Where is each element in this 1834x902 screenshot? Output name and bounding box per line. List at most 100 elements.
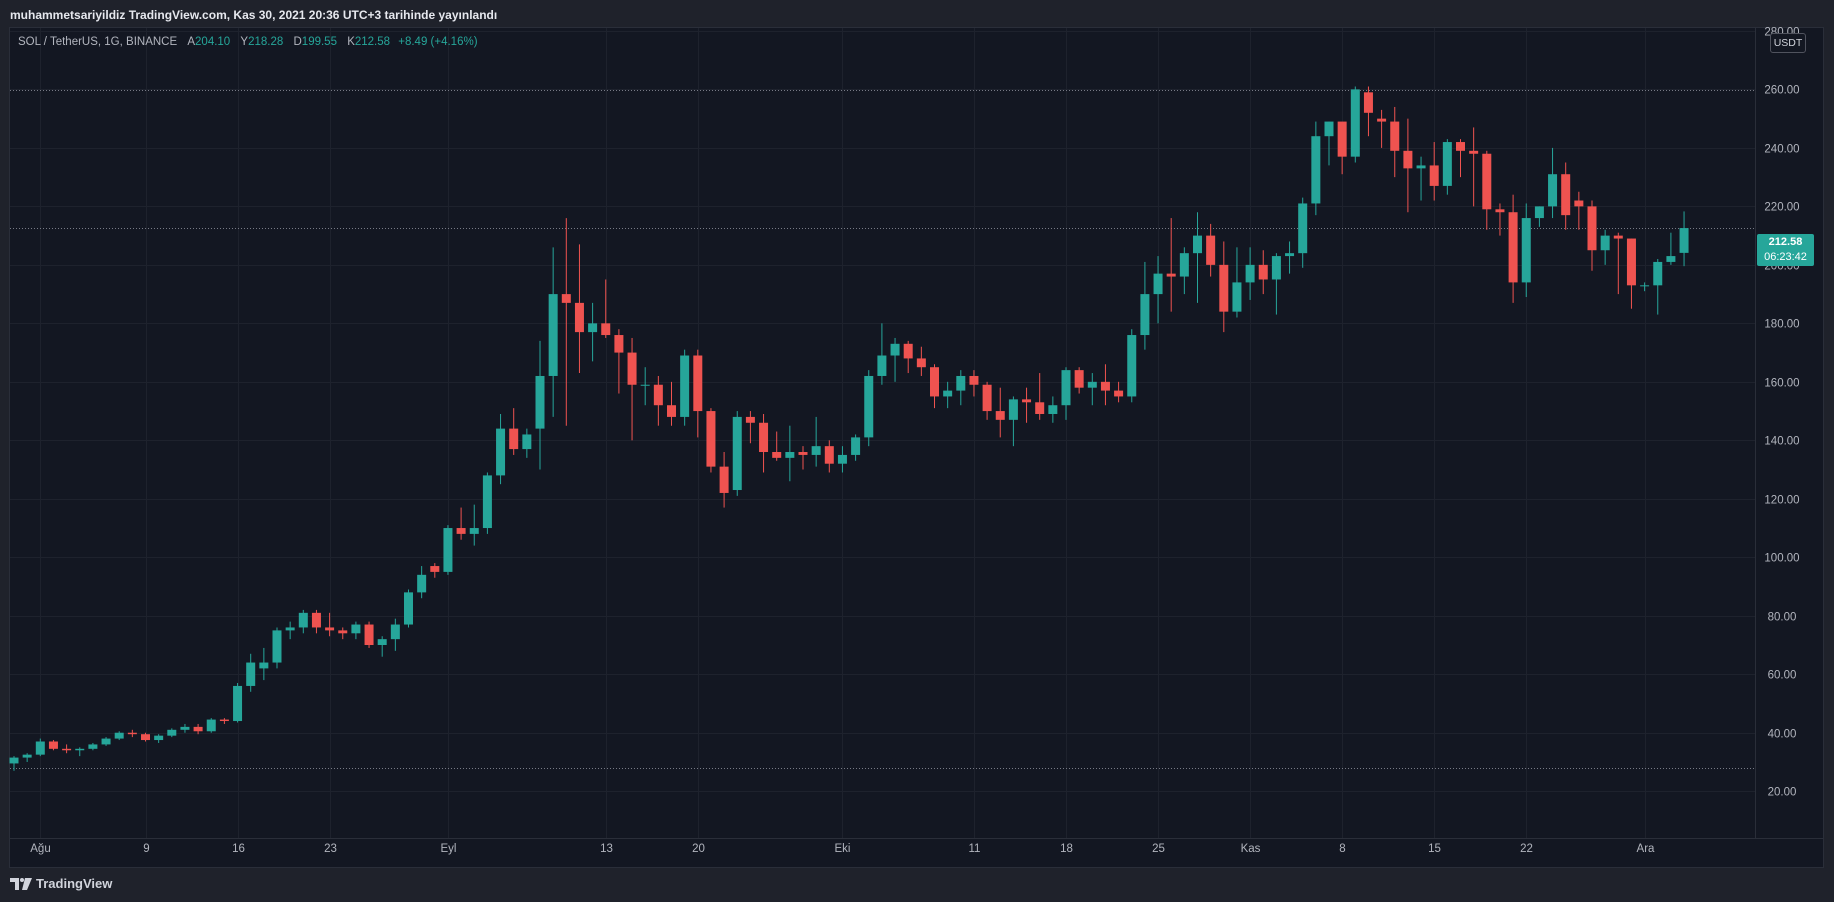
candle [837,446,847,473]
y-tick-label: 120.00 [1764,495,1799,507]
x-tick-label: 13 [600,843,613,855]
candle-body [1022,399,1032,403]
candle-body [1232,282,1242,312]
candle [969,370,979,397]
candle [864,370,874,447]
tradingview-logo[interactable]: TradingView [10,874,112,894]
candle [877,323,887,385]
candle [1548,147,1558,219]
candle [522,428,532,458]
candle [653,375,663,426]
candle [1469,127,1479,207]
candle-body [338,630,348,634]
legend-symbol: SOL / TetherUS, 1G, BINANCE [18,36,178,48]
candle-body [167,729,177,736]
candle-body [1613,235,1623,239]
candle [1429,142,1439,201]
x-tick-label: 20 [692,843,705,855]
candle [298,609,308,634]
candle-body [404,592,413,625]
candle-body [390,624,400,640]
candle [1337,121,1347,175]
candle [1193,212,1202,303]
candle-body [1166,273,1176,277]
candle-body [417,574,427,593]
candle-body [969,375,979,385]
x-tick-label: Eyl [441,843,457,855]
x-tick-label: 15 [1428,843,1441,855]
x-tick-label: 9 [143,843,149,855]
legend-high-label: Y [240,36,249,48]
candle-body [903,343,913,359]
tradingview-brand: TradingView [36,876,113,891]
y-tick-label: 40.00 [1768,729,1797,741]
candle [1311,121,1321,216]
candle-body [272,630,282,663]
candle-body [877,355,887,376]
candle-body [732,416,742,491]
x-tick-label: 18 [1060,843,1073,855]
candle [561,218,571,426]
candle [22,753,32,762]
candle [456,507,466,540]
candle-body [1140,294,1150,336]
candle [1061,367,1071,420]
candle [1140,261,1150,350]
candle [430,563,440,578]
candle [1600,229,1610,265]
candle-body [114,732,124,739]
symbol-legend: SOL / TetherUS, 1G, BINANCE A204.10 Y218… [18,33,478,51]
candle [1442,139,1452,195]
candle [1416,156,1426,201]
candle [1206,223,1216,277]
candle [469,504,479,546]
candle [364,621,374,648]
candle [233,683,243,723]
candle [574,244,584,374]
candle [127,729,137,738]
candle-body [561,294,571,303]
candle-body [48,741,58,749]
y-tick-label: 60.00 [1768,670,1797,682]
candle-body [180,726,190,730]
candle [1482,150,1492,230]
candle [141,732,150,742]
candle-body [956,375,966,391]
last-price-tag: 212.58 06:23:42 [1757,234,1814,266]
candle [601,279,611,338]
time-axis: Ağu 9 16 23 Eyl 13 20 Eki 11 18 25 Kas 8 15 22 Ara [10,838,1823,855]
candle [417,566,427,599]
candle-body [1456,142,1465,151]
candle-body [1600,235,1610,251]
candle-body [1298,203,1308,254]
candle-body [522,434,532,450]
candle [1403,118,1413,213]
candle-body [1403,150,1413,169]
candle [1377,109,1387,148]
candle-body [1153,273,1163,295]
chart-pane[interactable] [9,27,1824,868]
candle-body [75,748,85,751]
candle-body [1324,121,1334,137]
candle-body [285,627,295,631]
candle [1495,203,1505,236]
candle-body [1035,402,1045,414]
candle [614,329,624,394]
candle [1285,241,1295,274]
candle [9,756,19,771]
currency-unit-badge[interactable]: USDT [1770,33,1806,53]
candle-body [1377,118,1387,122]
candle [390,618,400,651]
candle [180,723,190,733]
candle-body [1429,165,1439,186]
candle [719,452,729,508]
candle-body [509,428,519,450]
candle [1048,396,1058,423]
candle [443,525,453,575]
candle-body [1008,399,1018,420]
candle-body [667,405,676,417]
candle-body [837,454,847,464]
y-tick-label: 180.00 [1764,319,1799,331]
candle [101,737,111,746]
